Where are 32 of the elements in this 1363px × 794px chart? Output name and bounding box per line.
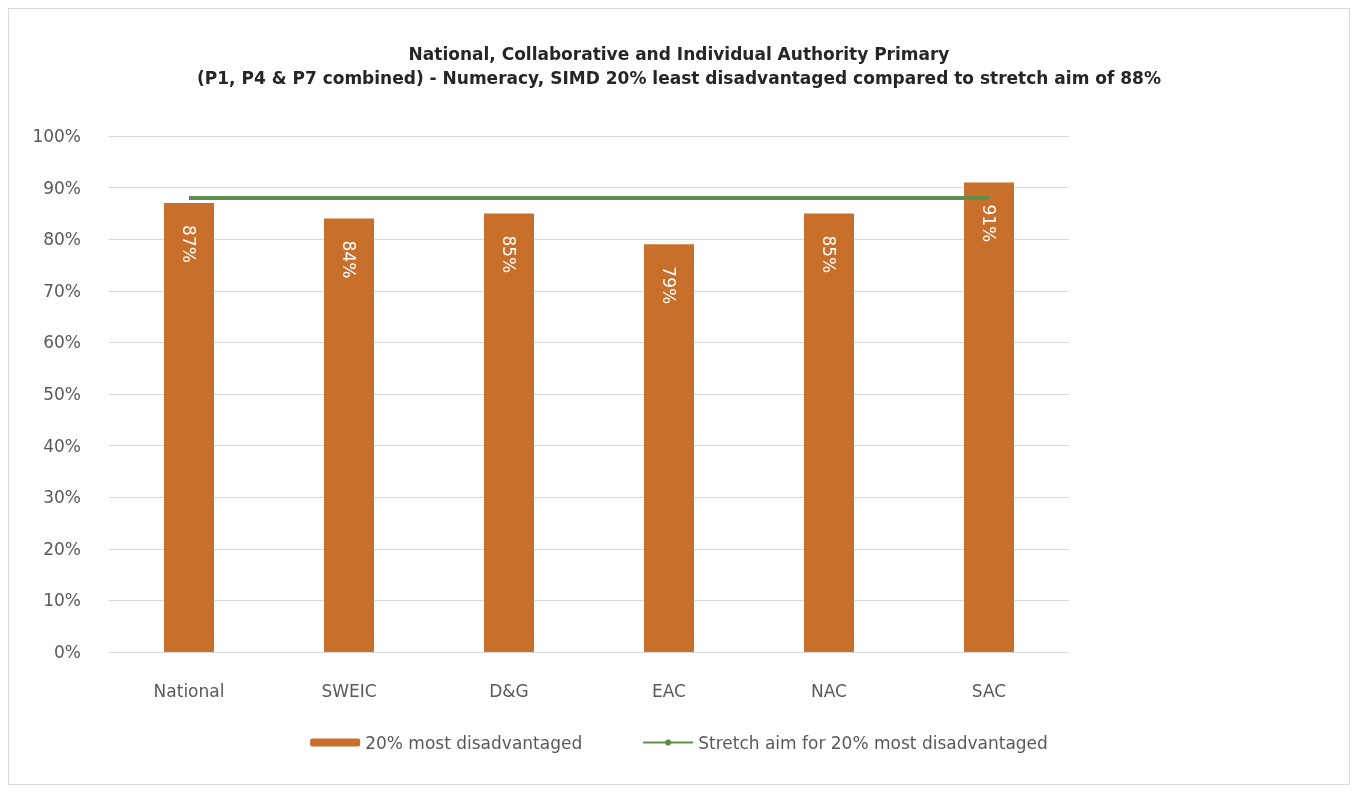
bar [324, 218, 374, 652]
y-tick-label: 30% [43, 487, 81, 508]
y-tick-label: 70% [43, 280, 81, 301]
data-label: 91% [979, 204, 999, 243]
data-label: 85% [499, 235, 519, 274]
data-label: 79% [659, 266, 679, 305]
data-label: 85% [819, 235, 839, 274]
x-tick-label: SAC [971, 680, 1007, 701]
legend-label: Stretch aim for 20% most disadvantaged [698, 732, 1048, 753]
bar [964, 182, 1014, 652]
x-tick-label: National [153, 680, 225, 701]
data-label: 84% [339, 240, 359, 279]
legend-label: 20% most disadvantaged [365, 732, 583, 753]
y-tick-label: 20% [43, 538, 81, 559]
x-tick-label: D&G [489, 680, 529, 701]
x-tick-label: NAC [811, 680, 847, 701]
y-tick-label: 100% [32, 126, 81, 146]
bar [644, 244, 694, 652]
bar [164, 203, 214, 652]
x-tick-label: SWEIC [321, 680, 377, 701]
y-tick-label: 0% [54, 642, 81, 662]
x-tick-label: EAC [652, 680, 686, 701]
y-tick-label: 80% [43, 229, 81, 250]
y-tick-label: 60% [43, 332, 81, 353]
chart-title: National, Collaborative and Individual Authority Primary (P1, P4 & P7 combined) - Numeracy, SIMD 20% least disadvantaged compared to stretch aim of 88% [197, 44, 1161, 88]
y-tick-label: 90% [43, 177, 81, 198]
y-tick-label: 40% [43, 435, 81, 456]
bar [804, 213, 854, 652]
y-tick-label: 50% [43, 384, 81, 404]
bar [484, 213, 534, 652]
y-tick-label: 10% [43, 590, 81, 611]
data-label: 87% [179, 225, 199, 263]
